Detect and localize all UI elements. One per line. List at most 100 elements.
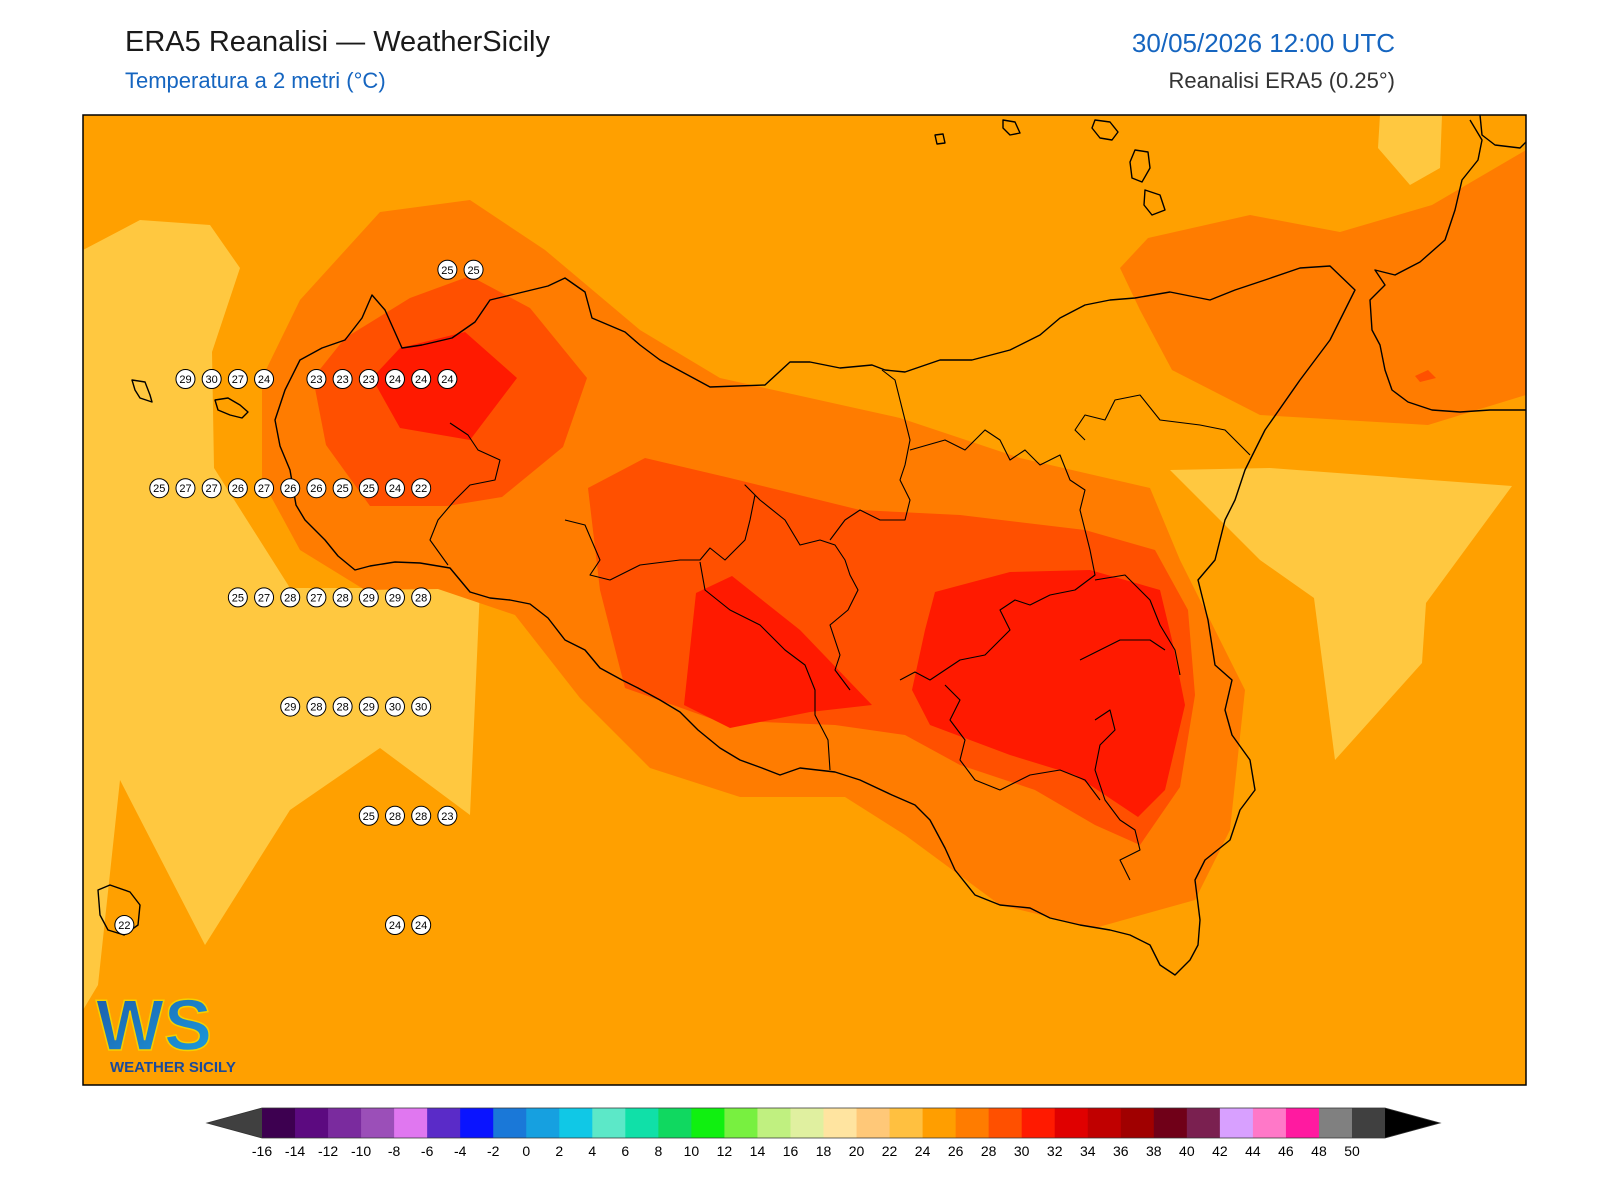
station-value: 27 xyxy=(232,374,244,386)
colorbar-segment xyxy=(361,1108,395,1138)
station-value: 28 xyxy=(389,811,401,823)
station-circle xyxy=(358,369,379,389)
salina-island xyxy=(1091,119,1119,141)
station-marker: 28 xyxy=(411,805,432,826)
station-value: 29 xyxy=(363,702,375,714)
station-value: 28 xyxy=(336,592,348,604)
colorbar-tick-label: 4 xyxy=(588,1143,596,1159)
colorbar-segment xyxy=(427,1108,461,1138)
station-marker: 29 xyxy=(175,369,196,389)
colorbar-tick-label: 32 xyxy=(1047,1143,1063,1159)
station-marker: 23 xyxy=(306,369,327,389)
station-marker: 25 xyxy=(437,259,458,280)
station-marker: 25 xyxy=(358,478,379,499)
station-value: 28 xyxy=(415,811,427,823)
station-marker: 27 xyxy=(227,369,248,389)
station-marker: 28 xyxy=(411,587,432,608)
station-value: 23 xyxy=(310,374,322,386)
station-marker: 28 xyxy=(306,696,327,717)
colorbar-segment xyxy=(856,1108,891,1138)
station-value: 25 xyxy=(467,265,479,277)
colorbar: -16 -14 -12 -10 -8 -6 -4 -2 0 2 4 6 8 10 12 14 16 18 20 22 2… xyxy=(205,1107,1442,1159)
station-marker: 25 xyxy=(149,478,170,499)
colorbar-tick-label: 34 xyxy=(1080,1143,1096,1159)
data-source: Reanalisi ERA5 (0.25°) xyxy=(1168,68,1395,93)
station-circle xyxy=(332,587,353,608)
colorbar-segment xyxy=(724,1108,758,1138)
station-circle xyxy=(463,259,484,280)
colorbar-segment xyxy=(394,1108,428,1138)
station-circle xyxy=(437,369,458,389)
station-marker: 22 xyxy=(114,915,135,935)
colorbar-tick-label: 8 xyxy=(654,1143,662,1159)
station-marker: 24 xyxy=(411,915,432,935)
colorbar-tick-label: 48 xyxy=(1311,1143,1327,1159)
calabria-coast xyxy=(1369,114,1527,413)
colorbar-tick-label: -2 xyxy=(487,1143,500,1159)
station-value: 26 xyxy=(310,483,322,495)
station-marker: 24 xyxy=(384,369,405,389)
colorbar-tick-label: 6 xyxy=(621,1143,629,1159)
station-circle xyxy=(411,915,432,935)
field-20-22-ne xyxy=(1378,115,1442,185)
alicudi-island xyxy=(1002,119,1021,136)
station-circle xyxy=(254,587,275,608)
colorbar-segment xyxy=(526,1108,560,1138)
station-circle xyxy=(175,369,196,389)
colorbar-tick-label: 10 xyxy=(684,1143,700,1159)
marettimo-island xyxy=(131,379,153,403)
field-20-22-west xyxy=(83,220,480,1010)
colorbar-tick-label: 38 xyxy=(1146,1143,1162,1159)
station-marker: 27 xyxy=(175,478,196,499)
station-circle xyxy=(306,478,327,499)
colorbar-tick-label: 12 xyxy=(717,1143,733,1159)
station-value: 24 xyxy=(389,483,401,495)
station-value: 30 xyxy=(415,702,427,714)
station-value: 25 xyxy=(153,483,165,495)
station-circle xyxy=(227,369,248,389)
province-boundaries xyxy=(429,369,1251,881)
station-value: 30 xyxy=(206,374,218,386)
station-value: 26 xyxy=(232,483,244,495)
colorbar-segment xyxy=(460,1108,494,1138)
station-marker: 30 xyxy=(384,696,405,717)
colorbar-tick-label: -4 xyxy=(454,1143,467,1159)
vulcano-island xyxy=(1143,189,1166,216)
station-circle xyxy=(149,478,170,499)
station-marker: 26 xyxy=(306,478,327,499)
station-circle xyxy=(411,696,432,717)
colorbar-over-arrow xyxy=(1385,1108,1441,1138)
map-title: ERA5 Reanalisi — WeatherSicily xyxy=(125,26,550,58)
station-marker: 27 xyxy=(254,478,275,499)
station-circle xyxy=(227,587,248,608)
station-value: 23 xyxy=(363,374,375,386)
colorbar-outline xyxy=(205,1107,1442,1139)
station-circle xyxy=(358,696,379,717)
colorbar-segment xyxy=(1120,1108,1155,1138)
station-marker: 22 xyxy=(411,478,432,499)
colorbar-tick-label: -14 xyxy=(285,1143,305,1159)
station-value: 28 xyxy=(336,702,348,714)
sicily-coast xyxy=(274,265,1356,976)
pantelleria-island xyxy=(97,884,141,936)
logo-letters: WS xyxy=(96,986,212,1066)
colorbar-segment xyxy=(823,1108,858,1138)
station-marker: 24 xyxy=(384,915,405,935)
station-value: 25 xyxy=(441,265,453,277)
colorbar-under-arrow xyxy=(207,1108,262,1138)
station-marker: 28 xyxy=(332,587,353,608)
colorbar-tick-label: 22 xyxy=(882,1143,898,1159)
station-value: 28 xyxy=(284,592,296,604)
colorbar-segment xyxy=(559,1108,593,1138)
station-marker: 25 xyxy=(358,805,379,826)
station-circle xyxy=(411,805,432,826)
station-marker: 27 xyxy=(254,587,275,608)
station-marker: 25 xyxy=(463,259,484,280)
station-circle xyxy=(437,259,458,280)
field-20-22-east xyxy=(1170,468,1512,760)
colorbar-segment xyxy=(757,1108,791,1138)
station-marker: 28 xyxy=(332,696,353,717)
colorbar-tick-label: -16 xyxy=(252,1143,272,1159)
station-circle xyxy=(384,915,405,935)
station-circle xyxy=(114,915,135,935)
